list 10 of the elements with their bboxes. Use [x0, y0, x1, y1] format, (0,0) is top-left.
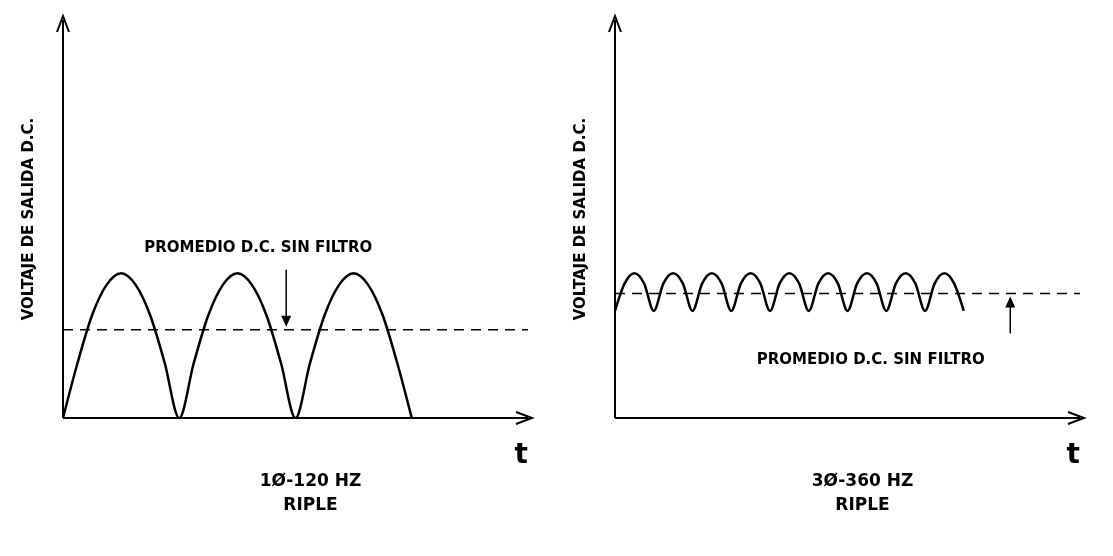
text: RIPLE — [834, 493, 891, 516]
x-axis-title: t — [514, 437, 528, 470]
ref-line-label: PROMEDIO D.C. SIN FILTRO — [756, 349, 985, 368]
text: 3Ø-360 HZ — [811, 470, 914, 490]
text: 1Ø-120 HZ — [259, 470, 362, 490]
y-axis-title: VOLTAJE DE SALIDA D.C. — [571, 117, 590, 321]
x-axis-title: t — [1066, 437, 1080, 470]
text: RIPLE — [282, 493, 339, 516]
ref-line-label: PROMEDIO D.C. SIN FILTRO — [144, 237, 373, 256]
y-axis-title: VOLTAJE DE SALIDA D.C. — [19, 117, 38, 321]
